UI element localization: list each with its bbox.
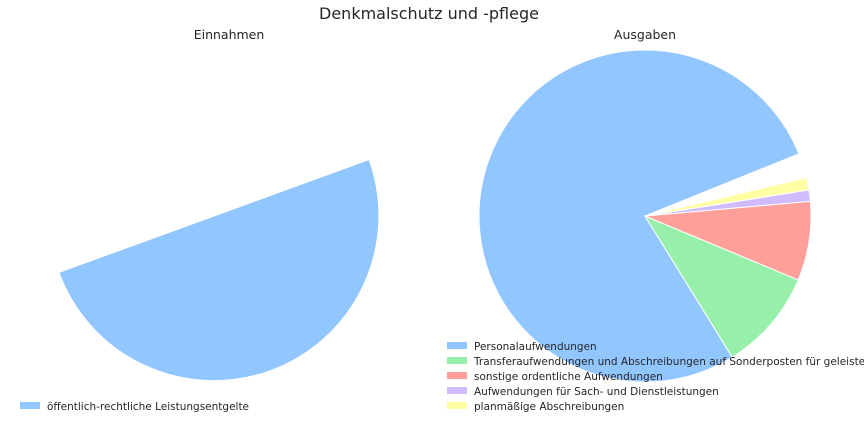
legend-label: Aufwendungen für Sach- und Dienstleistun… — [474, 386, 719, 398]
legend-swatch — [447, 402, 467, 409]
pie-slice — [644, 177, 810, 217]
pie-slice — [643, 214, 799, 358]
legend-swatch — [20, 402, 40, 409]
pie-slice — [58, 158, 380, 382]
pie-ausgaben — [478, 49, 812, 383]
legend-label: planmäßige Abschreibungen — [474, 401, 624, 413]
legend-swatch — [447, 342, 467, 349]
legend-label: Personalaufwendungen — [474, 341, 597, 353]
legend-label: Transferaufwendungen und Abschreibungen … — [473, 356, 864, 368]
legend-swatch — [447, 387, 467, 394]
pie-slice — [478, 49, 800, 383]
legend-swatch — [447, 372, 467, 379]
legend-swatch — [447, 357, 467, 364]
pie-title-einnahmen: Einnahmen — [194, 27, 265, 42]
figure-title: Denkmalschutz und -pflege — [319, 4, 539, 23]
pie-einnahmen — [58, 158, 380, 382]
legend-einnahmen: öffentlich-rechtliche Leistungsentgelte — [20, 401, 249, 413]
legend-ausgaben: Personalaufwendungen Transferaufwendungen… — [447, 341, 864, 413]
pie-title-ausgaben: Ausgaben — [614, 27, 676, 42]
legend-label: sonstige ordentliche Aufwendungen — [474, 371, 663, 383]
legend-label: öffentlich-rechtliche Leistungsentgelte — [47, 401, 249, 413]
